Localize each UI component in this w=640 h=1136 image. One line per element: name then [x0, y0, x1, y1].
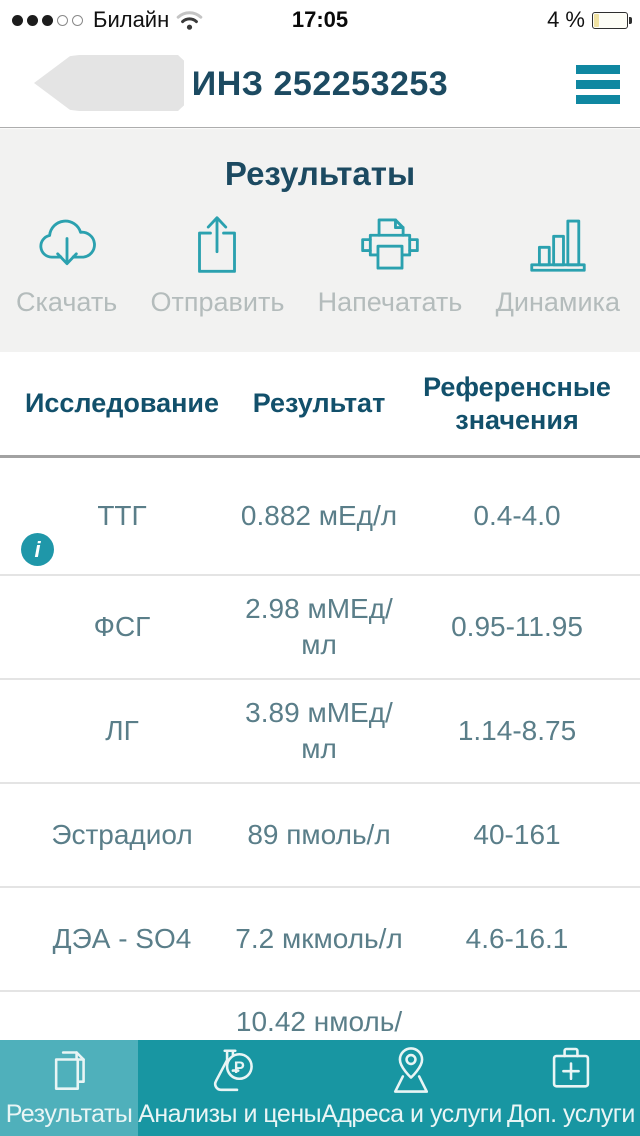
- test-result: 0.882 мЕд/л: [240, 499, 398, 531]
- test-name: ФСГ: [93, 610, 151, 642]
- test-result: 2.98 мМЕд/ мл: [245, 592, 393, 660]
- cloud-download-icon: [39, 219, 96, 266]
- download-button[interactable]: Скачать: [16, 209, 117, 318]
- test-name: ТТГ: [97, 499, 147, 531]
- tab-bar: Результаты P Анализы и цены Адреса и усл…: [0, 1040, 640, 1136]
- medical-bag-icon: [552, 1047, 590, 1088]
- documents-icon: [54, 1051, 85, 1090]
- print-label: Напечатать: [317, 287, 463, 317]
- column-header-test: Исследование: [24, 388, 220, 419]
- test-reference: 0.4-4.0: [473, 499, 561, 531]
- results-title: Результаты: [224, 155, 416, 192]
- test-reference: 0.95-11.95: [451, 610, 583, 642]
- test-reference: [394, 992, 640, 1040]
- tab-tests-prices[interactable]: P Анализы и цены: [138, 1040, 322, 1136]
- send-label: Отправить: [150, 287, 285, 317]
- hamburger-icon: [576, 65, 620, 74]
- test-name: ЛГ: [105, 714, 139, 746]
- send-button[interactable]: Отправить: [150, 209, 285, 318]
- tab-results[interactable]: Результаты: [0, 1040, 139, 1136]
- table-row-partial[interactable]: 10.42 нмоль/: [0, 992, 640, 1038]
- printer-icon: [361, 218, 419, 270]
- test-result: 89 пмоль/л: [247, 818, 391, 850]
- table-row[interactable]: ЛГ 3.89 мМЕд/ мл 1.14-8.75: [0, 680, 640, 784]
- dynamics-button[interactable]: Динамика: [496, 209, 620, 318]
- test-name: [0, 992, 244, 1040]
- table-row[interactable]: ДЭА - SO4 7.2 мкмоль/л 4.6-16.1: [0, 888, 640, 992]
- table-row[interactable]: Эстрадиол 89 пмоль/л 40-161: [0, 784, 640, 888]
- test-result: 7.2 мкмоль/л: [235, 922, 403, 954]
- test-result: 10.42 нмоль/: [235, 1006, 403, 1037]
- bar-chart-icon: [530, 219, 586, 272]
- cell-signal-icon: [12, 14, 83, 26]
- battery-icon: [592, 11, 632, 29]
- battery-percent-label: 4 %: [547, 7, 585, 32]
- tab-tests-prices-label: Анализы и цены: [138, 1100, 322, 1128]
- nav-header: ИНЗ 252253253: [0, 40, 640, 128]
- dynamics-label: Динамика: [495, 287, 620, 317]
- flask-ruble-icon: P: [213, 1049, 253, 1092]
- status-bar: Билайн 17:05 4 %: [0, 0, 640, 40]
- tab-additional-services-label: Доп. услуги: [506, 1100, 635, 1128]
- test-name: Эстрадиол: [51, 818, 193, 850]
- page-title: ИНЗ 252253253: [191, 64, 449, 103]
- column-header-reference: Референсные значения: [423, 372, 611, 435]
- table-header: Исследование Результат Референсные значе…: [0, 352, 640, 458]
- test-result: 3.89 мМЕд/ мл: [245, 696, 393, 764]
- carrier-label: Билайн: [93, 7, 170, 32]
- map-pin-icon: [394, 1047, 429, 1093]
- info-icon[interactable]: i: [21, 533, 54, 566]
- download-label: Скачать: [16, 287, 118, 317]
- actions-row: Скачать Отправить Н: [0, 193, 640, 318]
- column-header-result: Результат: [252, 388, 386, 419]
- back-button[interactable]: [34, 55, 184, 111]
- results-panel: Результаты Скачать Отправить: [0, 128, 640, 352]
- results-table: Исследование Результат Референсные значе…: [0, 352, 640, 1038]
- share-icon: [198, 216, 237, 273]
- tab-addresses-services-label: Адреса и услуги: [321, 1100, 502, 1128]
- test-name: ДЭА - SO4: [52, 922, 192, 954]
- table-row[interactable]: ТТГ 0.882 мЕд/л 0.4-4.0 i: [0, 458, 640, 576]
- ruble-glyph: P: [234, 1059, 245, 1077]
- test-reference: 1.14-8.75: [457, 714, 577, 746]
- print-button[interactable]: Напечатать: [317, 209, 463, 318]
- clock-label: 17:05: [291, 7, 349, 32]
- tab-addresses-services[interactable]: Адреса и услуги: [321, 1040, 502, 1136]
- test-reference: 40-161: [473, 818, 561, 850]
- tab-results-label: Результаты: [5, 1100, 133, 1128]
- wifi-icon: [176, 10, 203, 30]
- menu-button[interactable]: [576, 65, 620, 104]
- test-reference: 4.6-16.1: [465, 922, 569, 954]
- tab-additional-services[interactable]: Доп. услуги: [502, 1040, 640, 1136]
- table-row[interactable]: ФСГ 2.98 мМЕд/ мл 0.95-11.95: [0, 576, 640, 680]
